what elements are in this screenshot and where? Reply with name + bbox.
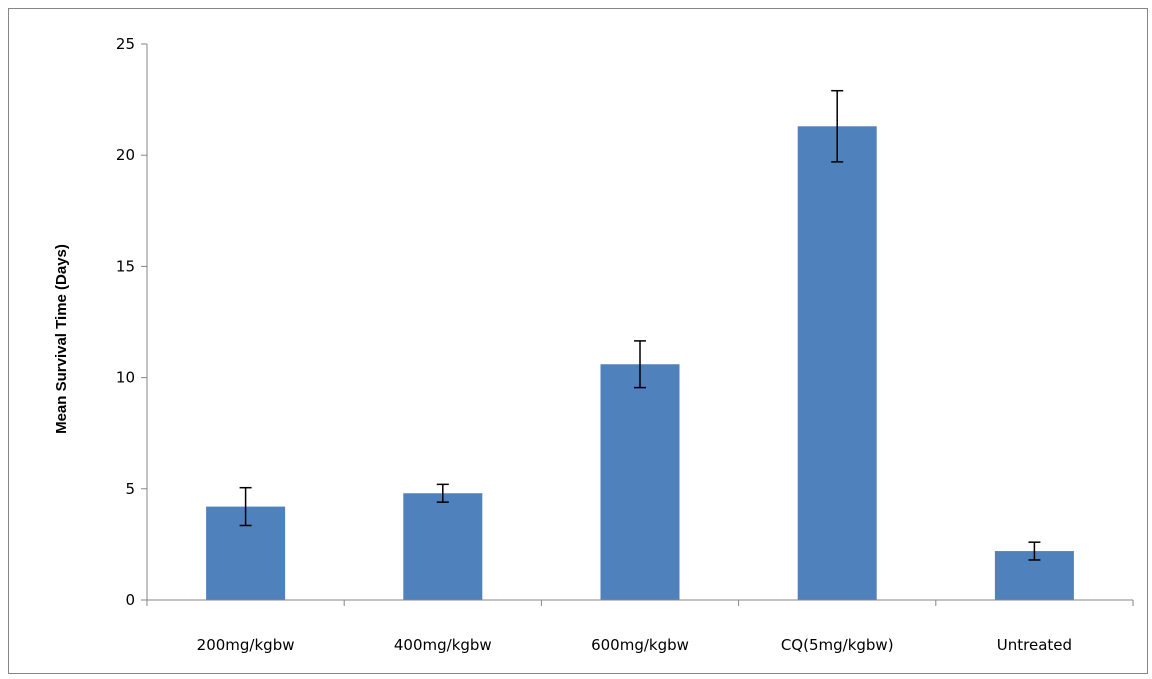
y-axis-title: Mean Survival Time (Days) bbox=[53, 244, 70, 434]
x-tick-label: CQ(5mg/kgbw) bbox=[781, 636, 894, 654]
y-tick-label: 10 bbox=[116, 369, 135, 387]
bar bbox=[600, 364, 680, 600]
x-tick-label: 600mg/kgbw bbox=[591, 636, 689, 654]
y-tick-label: 25 bbox=[116, 35, 135, 53]
y-tick-label: 5 bbox=[125, 480, 135, 498]
y-tick-label: 0 bbox=[125, 591, 135, 609]
x-tick-label: Untreated bbox=[997, 636, 1072, 654]
bar bbox=[403, 493, 483, 600]
x-axis-tick-labels: 200mg/kgbw 400mg/kgbw 600mg/kgbw CQ(5mg/kgb… bbox=[197, 636, 1072, 654]
y-tick-label: 20 bbox=[116, 146, 135, 164]
x-tick-label: 400mg/kgbw bbox=[394, 636, 492, 654]
bar bbox=[797, 126, 877, 601]
x-tick-label: 200mg/kgbw bbox=[197, 636, 295, 654]
chart-area: 0 5 10 15 20 25 200mg/kgbw 400mg/kgbw 600mg/kgb… bbox=[8, 8, 1148, 674]
y-axis-ticks: 0 5 10 15 20 25 bbox=[116, 35, 147, 609]
error-bars-layer bbox=[239, 89, 1041, 561]
bars-layer bbox=[206, 126, 1074, 601]
x-axis-ticks bbox=[146, 600, 1134, 606]
y-tick-label: 15 bbox=[116, 257, 135, 275]
bar-chart: 0 5 10 15 20 25 200mg/kgbw 400mg/kgbw 600mg/kgb… bbox=[53, 35, 1134, 654]
